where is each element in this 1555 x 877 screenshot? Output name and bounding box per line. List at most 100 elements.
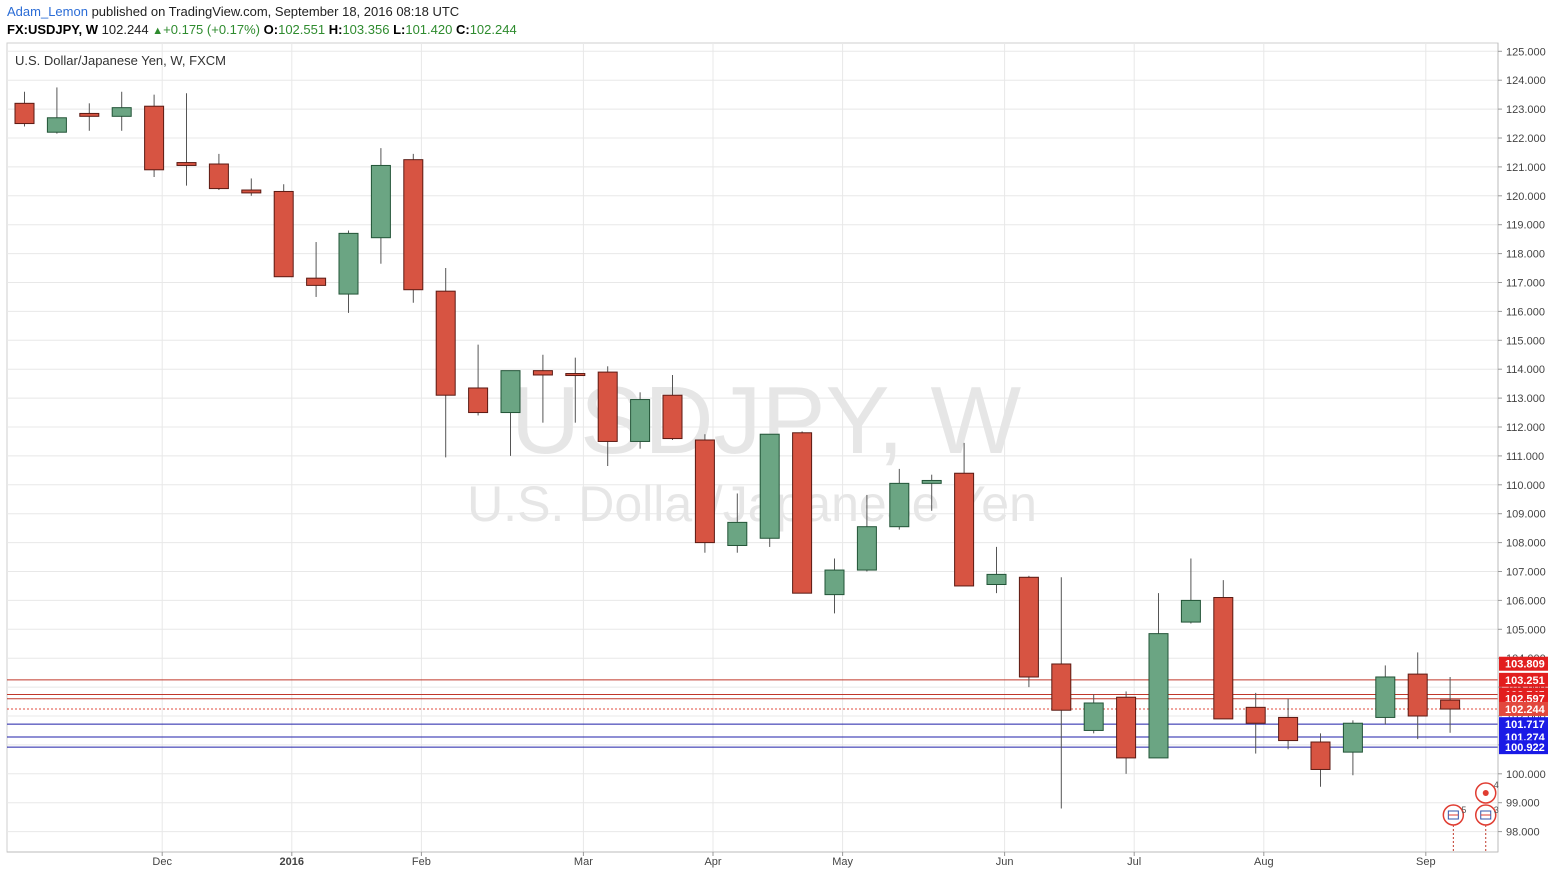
candle [694, 434, 715, 553]
candle [468, 344, 489, 416]
candle-body [1180, 599, 1201, 623]
price-tag-current-box [1499, 701, 1548, 716]
candle [630, 392, 651, 449]
candle-body [273, 190, 294, 278]
candle [241, 178, 262, 196]
horizontal-levels [7, 679, 1498, 748]
candle [435, 268, 456, 458]
candle-body [46, 117, 67, 133]
candle-body [468, 387, 489, 414]
price-tick-label: 115.000 [1506, 335, 1545, 347]
event-count: 4 [1494, 780, 1499, 790]
price-tick-label: 108.000 [1506, 538, 1546, 550]
chart-header: Adam_Lemon published on TradingView.com,… [0, 0, 1555, 42]
candle [1180, 558, 1201, 624]
candle [1375, 665, 1396, 725]
price-tag-resistance: 103.251 [1499, 672, 1548, 687]
price-tag-support: 100.922 [1499, 740, 1548, 755]
candle [986, 546, 1007, 594]
candle [662, 374, 683, 441]
candle [176, 93, 197, 186]
candle-body [824, 569, 845, 596]
price-tag-top-box [1499, 656, 1548, 671]
publish-info: Adam_Lemon published on TradingView.com,… [7, 4, 459, 19]
candle-body [1148, 633, 1169, 759]
up-arrow-icon: ▲ [152, 25, 164, 37]
candle [370, 148, 391, 264]
candle-body [144, 105, 165, 171]
candle [921, 474, 942, 511]
time-tick-label: Jul [1127, 856, 1141, 868]
event-markers[interactable]: 5 3 4 [1442, 780, 1499, 852]
published-text: published on TradingView.com, September … [91, 4, 460, 19]
candle [1213, 580, 1234, 720]
price-tick-label: 107.000 [1506, 567, 1546, 579]
price-axis[interactable]: 98.00099.000100.000101.000102.000103.000… [1497, 43, 1546, 852]
watermark-name: U.S. Dollar/Japanese Yen [467, 476, 1037, 532]
candle-body [176, 162, 197, 166]
price-tag-support-box [1499, 740, 1548, 755]
candle [792, 431, 813, 594]
candle [338, 230, 359, 313]
candle-body [306, 277, 327, 286]
price-tick-label: 123.000 [1506, 104, 1546, 116]
symbol-label: FX:USDJPY, W [7, 22, 99, 37]
price-change: +0.175 (+0.17%) [163, 22, 261, 37]
candle [1440, 676, 1461, 733]
candle [273, 184, 294, 278]
high-value: 103.356 [342, 22, 390, 37]
candle [306, 242, 327, 297]
price-tag-support: 101.717 [1499, 717, 1548, 732]
time-tick-label: Jun [996, 856, 1014, 868]
author-link[interactable]: Adam_Lemon [7, 4, 88, 19]
high-label: H: [328, 22, 343, 37]
time-tick-label: Feb [412, 856, 431, 868]
close-value: 102.244 [469, 22, 517, 37]
price-tick-label: 109.000 [1506, 509, 1546, 521]
candle-body [1213, 597, 1234, 720]
candle-body [338, 232, 359, 295]
candle [597, 366, 618, 467]
price-tag-support-label: 100.922 [1505, 742, 1545, 754]
price-tick-label: 122.000 [1506, 133, 1546, 145]
candle-body [1440, 699, 1461, 710]
target-center [1482, 790, 1489, 796]
price-tick-label: 117.000 [1506, 278, 1545, 290]
candle-body [759, 433, 780, 539]
event-count: 3 [1494, 805, 1499, 815]
candle-body [500, 370, 521, 414]
candle-body [986, 573, 1007, 586]
candle [500, 370, 521, 456]
candle-body [208, 163, 229, 190]
candle-body [532, 370, 553, 376]
price-tick-label: 105.000 [1506, 624, 1546, 636]
candle-body [14, 102, 35, 125]
candle-body [954, 472, 975, 587]
price-tick-label: 111.000 [1506, 451, 1544, 463]
candle [1407, 652, 1428, 740]
candle [1148, 593, 1169, 759]
candle [1245, 692, 1266, 754]
candle-body [565, 373, 586, 377]
candle-body [403, 159, 424, 291]
price-tick-label: 106.000 [1506, 595, 1546, 607]
price-tag-current-label: 102.244 [1505, 704, 1546, 716]
candle-body [662, 394, 683, 440]
time-tick-label: Mar [574, 856, 593, 868]
candle [1083, 694, 1104, 734]
price-tag-top-label: 103.809 [1505, 659, 1545, 671]
candle-body [889, 482, 910, 528]
time-axis[interactable]: Dec 2016 Feb Mar Apr May Jun Jul Aug Sep [7, 851, 1498, 868]
low-label: L: [393, 22, 406, 37]
candle [954, 442, 975, 587]
candles [14, 87, 1461, 809]
candle [1116, 691, 1137, 774]
price-tag-top: 103.809 [1499, 656, 1548, 671]
candle-body [1310, 741, 1331, 770]
price-tag-support-label: 101.717 [1505, 719, 1545, 731]
price-tick-label: 125.000 [1506, 46, 1546, 58]
price-tick-label: 124.000 [1506, 75, 1546, 87]
candle-body [856, 526, 877, 571]
price-tag-resistance-label: 103.251 [1505, 675, 1545, 687]
